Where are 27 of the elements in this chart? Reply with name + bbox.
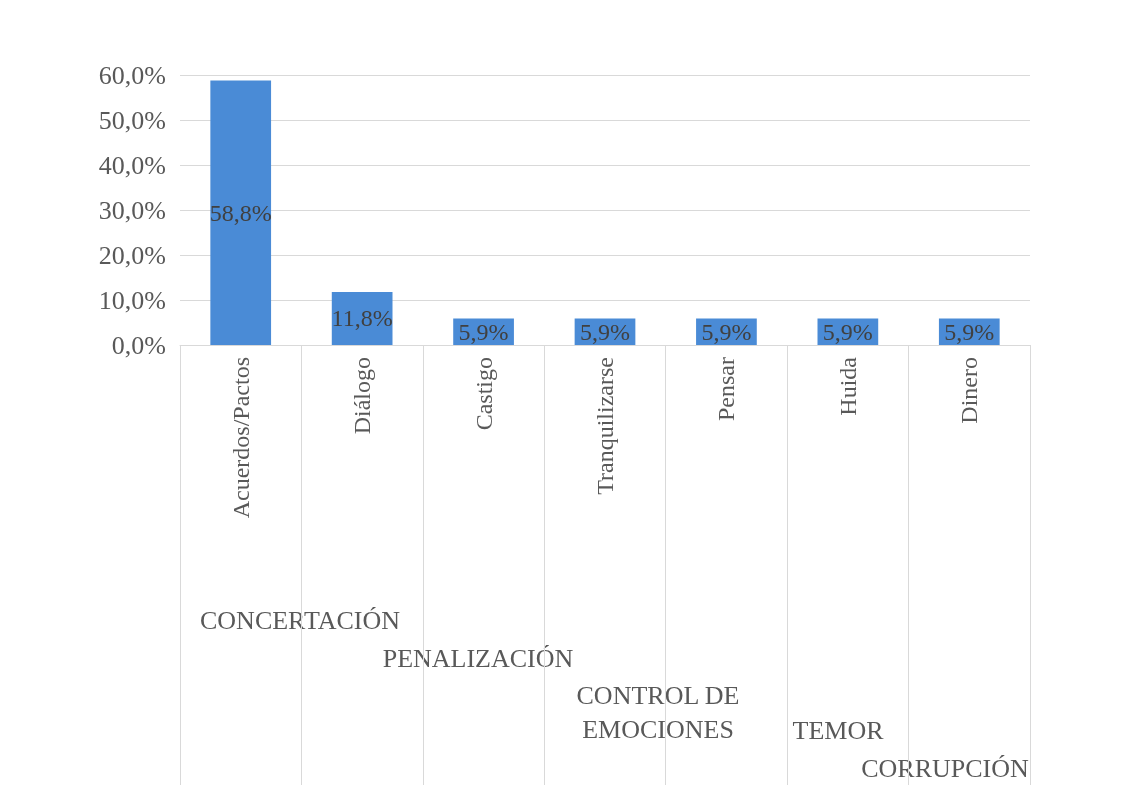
x-tick-label: Tranquilizarse [592, 357, 618, 495]
y-tick-label: 60,0% [98, 60, 166, 90]
y-tick-label: 0,0% [111, 330, 166, 360]
x-tick-label: Dinero [956, 357, 983, 424]
data-label: 5,9% [458, 318, 509, 345]
x-tick-label: Castigo [470, 357, 497, 431]
data-label: 5,9% [701, 318, 752, 345]
y-tick-label: 30,0% [98, 195, 166, 225]
bar [210, 80, 272, 345]
y-tick-label: 10,0% [98, 285, 166, 315]
y-tick-label: 20,0% [98, 240, 166, 270]
text: CORRUPCIÓN [861, 753, 1030, 783]
data-label: 5,9% [944, 318, 995, 345]
x-tick-label: Huida [834, 356, 861, 416]
text: TEMOR [792, 715, 885, 745]
x-tick-label: Acuerdos/Pactos [227, 357, 254, 519]
text: CONTROL DE EMOCIONES [576, 680, 740, 744]
data-label: 5,9% [822, 318, 873, 345]
data-label: 5,9% [580, 318, 630, 345]
text: CONCERTACIÓN [199, 605, 401, 635]
data-label: 58,8% [209, 199, 272, 226]
x-tick-label: Diálogo [349, 357, 376, 435]
data-label: 11,8% [331, 305, 393, 332]
y-tick-label: 50,0% [98, 105, 166, 135]
text: PENALIZACIÓN [382, 643, 574, 673]
x-tick-label: Pensar [713, 356, 740, 421]
y-tick-label: 40,0% [98, 150, 166, 180]
